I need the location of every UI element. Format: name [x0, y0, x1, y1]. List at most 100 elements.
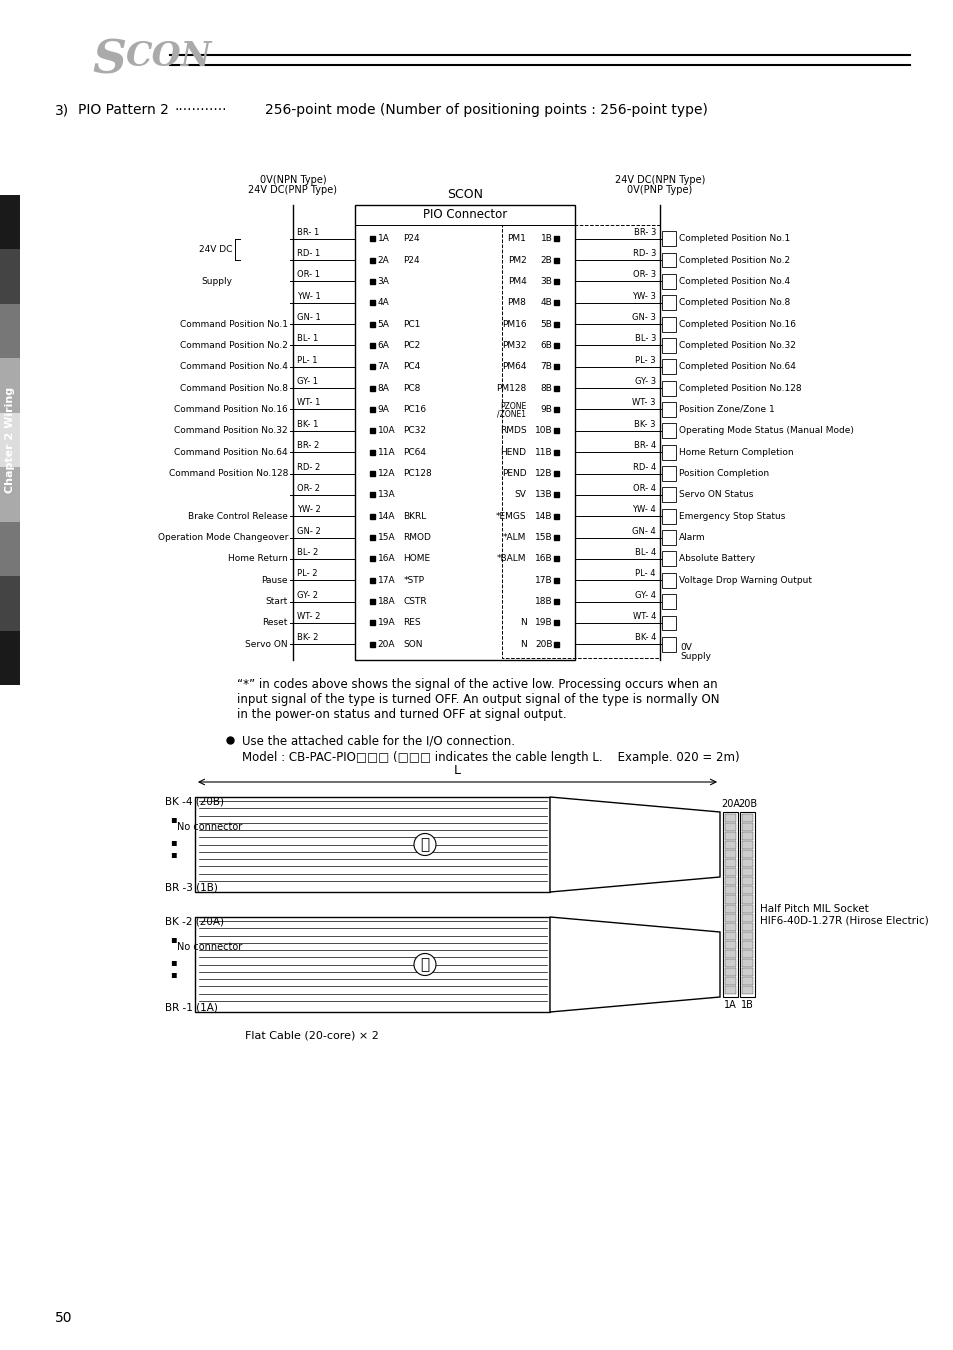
Bar — [724, 977, 735, 986]
Text: 1B: 1B — [540, 234, 552, 243]
Polygon shape — [550, 796, 720, 892]
Text: 0V: 0V — [679, 643, 691, 652]
Bar — [741, 958, 752, 967]
Text: 20B: 20B — [738, 799, 757, 809]
Text: GY- 4: GY- 4 — [635, 591, 656, 599]
Text: 24V DC(PNP Type): 24V DC(PNP Type) — [248, 185, 337, 194]
Text: 10A: 10A — [377, 427, 395, 435]
Bar — [724, 904, 735, 913]
Text: ▪: ▪ — [170, 849, 176, 859]
Text: Supply: Supply — [679, 652, 710, 662]
Text: 14B: 14B — [535, 512, 552, 521]
Text: Position Completion: Position Completion — [679, 468, 768, 478]
Text: GY- 3: GY- 3 — [634, 377, 656, 386]
Bar — [724, 850, 735, 859]
Text: 3): 3) — [55, 103, 69, 117]
Text: 0V(NPN Type): 0V(NPN Type) — [259, 176, 326, 185]
Bar — [554, 300, 558, 305]
Text: 10B: 10B — [535, 427, 552, 435]
Text: Model : CB-PAC-PIO□□□ (□□□ indicates the cable length L.    Example. 020 = 2m): Model : CB-PAC-PIO□□□ (□□□ indicates the… — [242, 751, 739, 764]
Text: 4B: 4B — [540, 298, 552, 308]
Bar — [724, 868, 735, 876]
Bar — [370, 300, 375, 305]
Bar — [554, 428, 558, 433]
Bar — [724, 941, 735, 949]
Text: Completed Position No.1: Completed Position No.1 — [679, 234, 789, 243]
Text: input signal of the type is turned OFF. An output signal of the type is normally: input signal of the type is turned OFF. … — [236, 693, 719, 706]
Bar — [724, 859, 735, 867]
Text: Servo ON: Servo ON — [245, 640, 288, 649]
Text: N: N — [519, 618, 526, 628]
Text: Operation Mode Changeover: Operation Mode Changeover — [157, 533, 288, 543]
Bar — [370, 556, 375, 562]
Bar — [370, 279, 375, 284]
Text: PM32: PM32 — [501, 342, 526, 350]
Text: BR -1 (1A): BR -1 (1A) — [165, 1002, 217, 1012]
Text: SON: SON — [403, 640, 422, 649]
Text: BR -3 (1B): BR -3 (1B) — [165, 882, 217, 892]
Bar — [370, 236, 375, 242]
Text: Home Return: Home Return — [228, 555, 288, 563]
Bar — [741, 832, 752, 840]
Text: L: L — [454, 764, 460, 778]
Text: OR- 4: OR- 4 — [633, 483, 656, 493]
Text: PL- 1: PL- 1 — [296, 356, 317, 365]
Bar — [554, 258, 558, 262]
Bar — [661, 487, 676, 502]
Text: Command Position No.2: Command Position No.2 — [180, 342, 288, 350]
Text: PM8: PM8 — [507, 298, 526, 308]
Text: *ALM: *ALM — [502, 533, 526, 543]
Text: *BALM: *BALM — [497, 555, 526, 563]
Text: Completed Position No.2: Completed Position No.2 — [679, 255, 789, 265]
Text: 20B: 20B — [535, 640, 552, 649]
Bar — [0, 304, 20, 358]
Text: ············: ············ — [174, 103, 227, 117]
Bar — [661, 616, 676, 630]
Text: in the power-on status and turned OFF at signal output.: in the power-on status and turned OFF at… — [236, 707, 566, 721]
Text: Supply: Supply — [201, 277, 232, 286]
Bar — [0, 194, 20, 250]
Text: Ⓑ: Ⓑ — [420, 837, 429, 852]
Text: PM1: PM1 — [507, 234, 526, 243]
Text: ▪: ▪ — [170, 934, 176, 944]
Text: 15A: 15A — [377, 533, 395, 543]
Text: 13A: 13A — [377, 490, 395, 500]
Bar — [741, 841, 752, 849]
Text: Pause: Pause — [261, 575, 288, 585]
Text: Ⓐ: Ⓐ — [420, 957, 429, 972]
Bar — [741, 904, 752, 913]
Text: 24V DC: 24V DC — [198, 244, 232, 254]
Text: PM16: PM16 — [501, 320, 526, 328]
Text: PC4: PC4 — [403, 362, 420, 371]
Text: OR- 3: OR- 3 — [632, 270, 656, 279]
Text: No connector: No connector — [177, 942, 242, 952]
Text: Brake Control Release: Brake Control Release — [188, 512, 288, 521]
Text: GY- 2: GY- 2 — [296, 591, 317, 599]
Bar — [661, 424, 676, 439]
Bar — [554, 386, 558, 390]
Text: 17B: 17B — [535, 575, 552, 585]
Bar — [554, 364, 558, 370]
Text: 11B: 11B — [535, 448, 552, 456]
Polygon shape — [550, 917, 720, 1012]
Text: /ZONE1: /ZONE1 — [497, 410, 526, 418]
Text: BK- 3: BK- 3 — [634, 420, 656, 429]
Text: Command Position No.64: Command Position No.64 — [174, 448, 288, 456]
Text: GN- 1: GN- 1 — [296, 313, 320, 323]
Text: 8A: 8A — [377, 383, 389, 393]
Bar — [0, 521, 20, 576]
Text: 5A: 5A — [377, 320, 389, 328]
Bar — [370, 364, 375, 370]
Bar — [370, 514, 375, 518]
Bar — [741, 824, 752, 832]
Bar — [724, 968, 735, 976]
Bar — [554, 621, 558, 625]
Text: PC8: PC8 — [403, 383, 420, 393]
Text: ▪: ▪ — [170, 814, 176, 824]
Bar — [370, 321, 375, 327]
Bar — [724, 895, 735, 903]
Text: BK- 4: BK- 4 — [634, 633, 656, 643]
Text: RD- 2: RD- 2 — [296, 463, 320, 471]
Text: PZONE: PZONE — [499, 402, 526, 410]
Text: RD- 3: RD- 3 — [632, 248, 656, 258]
